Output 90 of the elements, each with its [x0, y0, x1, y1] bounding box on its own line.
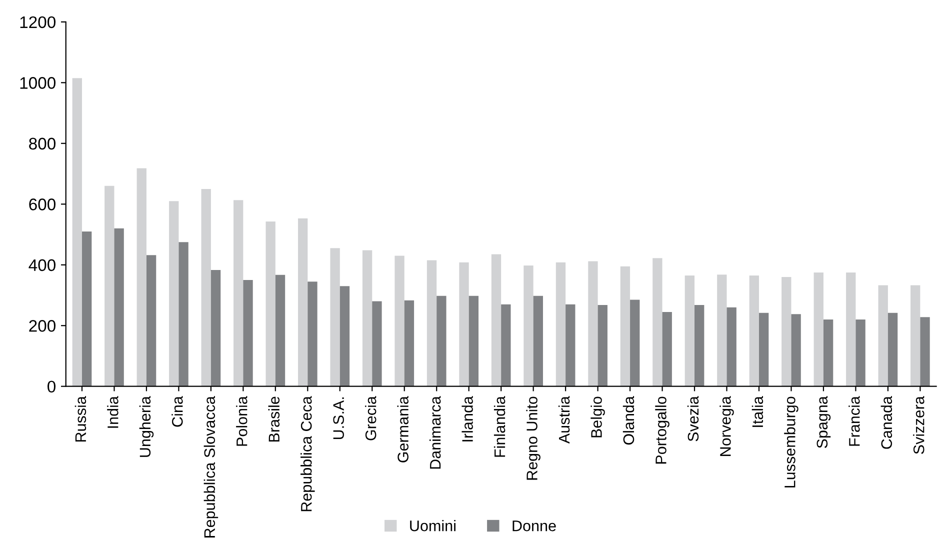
x-tick-label: Germania	[397, 396, 408, 462]
bar	[169, 201, 179, 386]
x-tick-label: Canada	[880, 396, 892, 449]
bar	[243, 280, 253, 386]
bar	[598, 304, 608, 386]
x-tick-label: Svizzera	[913, 396, 924, 454]
bar	[652, 258, 662, 386]
bar	[436, 296, 446, 386]
x-tick-label: Lussemburgo	[784, 396, 798, 488]
x-tick-label: Polonia	[236, 396, 248, 446]
x-tick-label: Repubblica Ceca	[300, 396, 315, 512]
x-tick-label: Grecia	[365, 396, 376, 440]
bar	[178, 242, 188, 386]
bar	[684, 275, 695, 386]
x-tick-label: U.S.A.	[333, 397, 344, 440]
bar	[758, 312, 769, 386]
bar	[210, 270, 221, 386]
bar	[920, 317, 930, 386]
x-tick-label: Francia	[848, 396, 860, 446]
bar	[234, 200, 244, 386]
x-tick-label: Svezia	[687, 396, 699, 442]
x-tick-label: Italia	[752, 396, 764, 427]
bar	[372, 301, 382, 386]
bar	[630, 300, 640, 386]
bar	[524, 265, 534, 386]
bar	[394, 256, 404, 386]
x-tick-label: Regno Unito	[526, 396, 540, 480]
bar	[146, 255, 156, 386]
bar	[82, 231, 92, 386]
x-tick-label: Repubblica Slovacca	[204, 396, 218, 538]
bar	[566, 304, 576, 386]
y-tick-label: 400	[28, 259, 56, 272]
bar	[491, 254, 502, 386]
bar	[340, 286, 350, 386]
x-tick-label: Olanda	[622, 396, 634, 445]
bar	[266, 221, 276, 386]
bar	[662, 312, 672, 386]
bar	[404, 300, 414, 386]
x-tick-label: Cina	[172, 396, 183, 427]
bar	[72, 78, 82, 386]
x-tick-label: Irlanda	[462, 396, 473, 442]
bar	[104, 186, 114, 386]
bar	[114, 228, 124, 386]
bar	[298, 218, 308, 386]
bar	[426, 260, 437, 386]
bar	[501, 304, 511, 386]
bar	[782, 277, 792, 386]
x-tick-label: Belgio	[590, 396, 605, 438]
bar	[201, 188, 211, 386]
x-tick-label: Austria	[558, 396, 570, 444]
bar	[556, 262, 566, 386]
bar	[459, 262, 469, 386]
legend-label: Uomini	[410, 520, 456, 532]
x-tick-label: Ungheria	[139, 396, 154, 457]
bar	[856, 320, 866, 386]
x-tick-label: India	[107, 396, 118, 428]
bar	[878, 285, 888, 386]
x-tick-label: Spagna	[816, 396, 831, 448]
bar	[362, 250, 372, 386]
x-tick-label: Norvegia	[720, 396, 734, 456]
y-tick-label: 200	[29, 320, 56, 332]
bar	[717, 274, 727, 386]
bar	[726, 307, 736, 386]
x-tick-label: Portogallo	[655, 396, 670, 464]
legend-label: Donne	[512, 520, 556, 532]
bar	[910, 285, 920, 386]
y-tick-label: 1200	[20, 16, 56, 28]
bar	[468, 296, 479, 386]
bar	[588, 261, 598, 386]
bar	[136, 168, 146, 386]
bar	[846, 272, 856, 386]
x-tick-label: Russia	[74, 396, 86, 442]
bar	[888, 312, 898, 386]
bar	[330, 248, 340, 386]
bar	[791, 314, 801, 386]
bar	[823, 320, 834, 386]
bar	[749, 275, 759, 386]
y-tick-label: 800	[29, 138, 56, 150]
bar	[308, 282, 318, 386]
bar	[533, 296, 543, 386]
bar	[694, 304, 704, 386]
x-tick-label: Finlandia	[494, 396, 506, 457]
bar	[620, 266, 630, 386]
y-tick-label: 600	[29, 198, 56, 210]
y-tick-label: 0	[48, 380, 56, 393]
x-tick-label: Brasile	[268, 396, 280, 442]
x-tick-label: Danimarca	[429, 396, 441, 469]
y-tick-label: 1000	[20, 77, 56, 89]
bar	[275, 274, 286, 386]
bar	[814, 272, 824, 386]
